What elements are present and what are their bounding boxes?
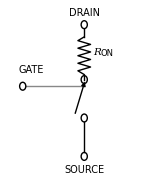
Text: SOURCE: SOURCE — [64, 165, 104, 175]
Text: R: R — [93, 48, 101, 57]
Text: ON: ON — [100, 49, 113, 58]
Text: GATE: GATE — [18, 65, 44, 75]
Text: DRAIN: DRAIN — [69, 8, 100, 18]
